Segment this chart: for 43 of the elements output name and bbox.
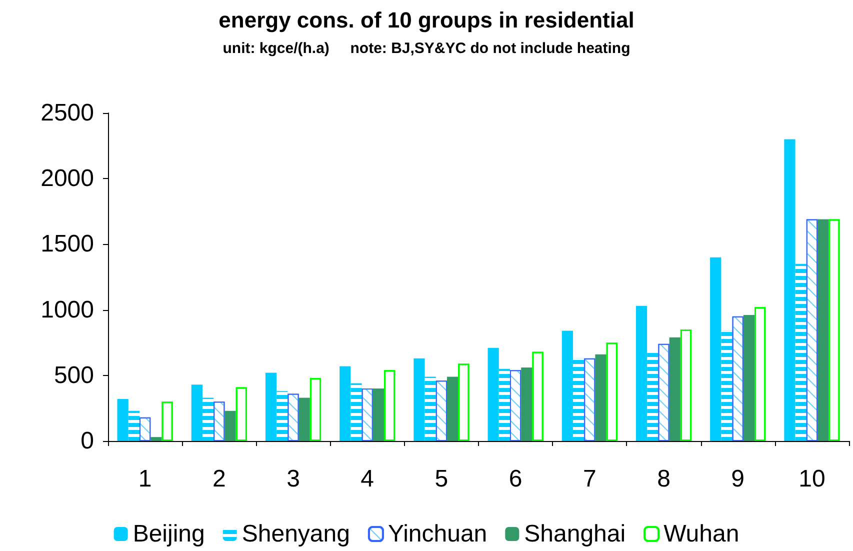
y-tick-label: 500 (54, 362, 94, 389)
bar (117, 399, 128, 441)
bar (784, 139, 796, 441)
chart-title: energy cons. of 10 groups in residential (218, 8, 634, 32)
x-tick-label: 1 (138, 466, 152, 492)
bar (447, 376, 458, 441)
bar (636, 306, 648, 441)
x-tick-label: 4 (360, 466, 374, 492)
chart-subtitle: unit: kgce/(h.a) note: BJ,SY&YC do not include heating (222, 40, 630, 57)
x-tick-label: 2 (212, 466, 226, 492)
bar (818, 219, 829, 441)
x-tick-label: 10 (798, 466, 826, 492)
y-tick-label: 1500 (40, 230, 94, 258)
bar (414, 358, 425, 441)
y-tick-label: 1000 (40, 296, 94, 324)
bar (743, 315, 755, 441)
bar (224, 410, 236, 441)
x-tick-label: 6 (508, 466, 522, 492)
bar (562, 330, 573, 441)
bar (372, 388, 384, 441)
y-tick-label: 2000 (40, 165, 94, 192)
bar (669, 337, 680, 441)
x-tick-label: 3 (286, 466, 300, 492)
legend-label: Shanghai (524, 520, 626, 548)
x-tick-label: 9 (731, 466, 745, 492)
y-tick-label: 0 (80, 428, 94, 454)
bar (488, 348, 499, 441)
x-tick-label: 8 (657, 466, 670, 492)
bar (595, 354, 606, 441)
legend-label: Shenyang (242, 520, 350, 548)
bar (150, 437, 162, 441)
legend-label: Beijing (132, 520, 205, 548)
bar (710, 257, 722, 441)
legend-label: Yinchuan (388, 520, 488, 548)
legend-label: Wuhan (664, 520, 740, 548)
y-tick-label: 2500 (40, 100, 94, 126)
bar (191, 384, 202, 441)
x-tick-label: 7 (582, 466, 596, 492)
x-tick-label: 5 (434, 466, 448, 492)
bar (265, 372, 277, 441)
bar (298, 398, 310, 441)
bar (340, 366, 351, 441)
bar (521, 368, 532, 441)
